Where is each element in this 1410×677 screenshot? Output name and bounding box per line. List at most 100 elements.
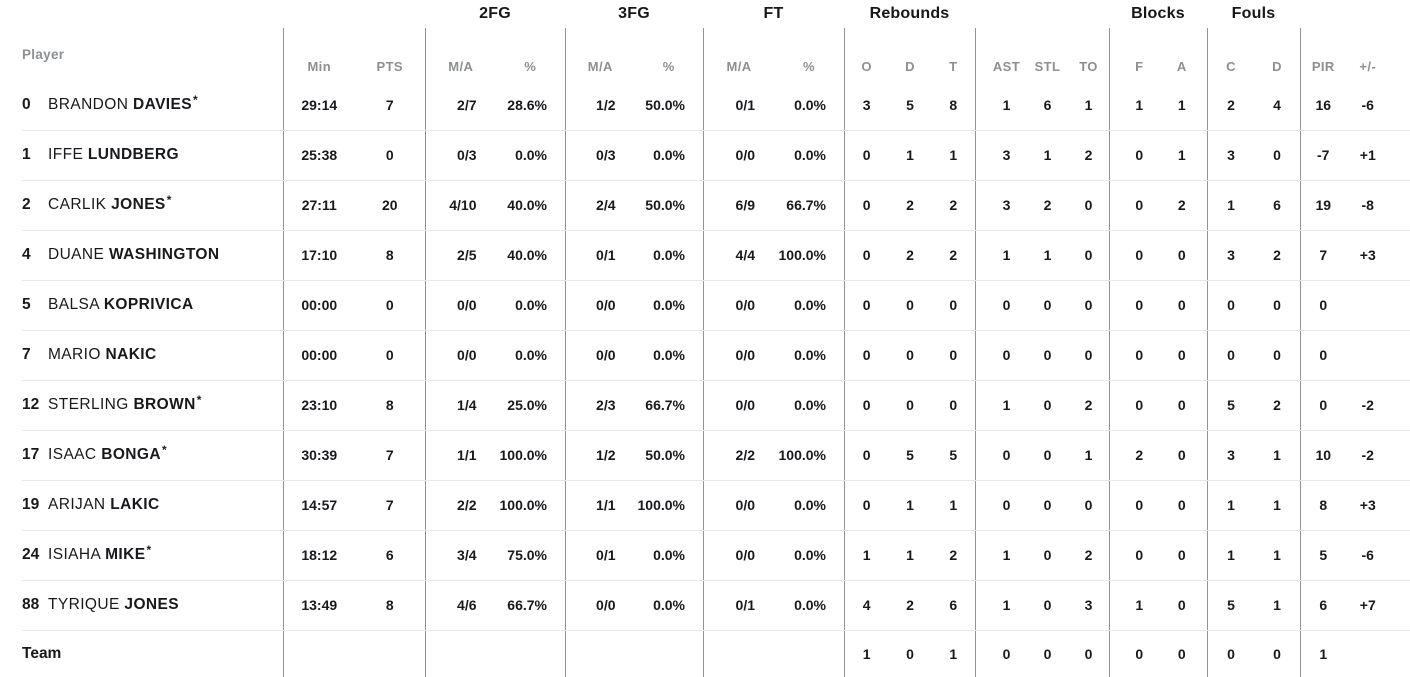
stat-reb-o: 0 bbox=[862, 497, 871, 513]
player-first-name: BALSA bbox=[48, 296, 100, 313]
col-header-ast: AST bbox=[992, 59, 1021, 74]
stat-3fg-ma: 0/3 bbox=[596, 147, 616, 163]
stat-group: 00:00 0 bbox=[283, 330, 425, 380]
stat-blk-a: 1 bbox=[1177, 97, 1186, 113]
stat-group bbox=[703, 630, 844, 677]
stat-stl: 0 bbox=[1043, 297, 1052, 313]
stat-group: 0 2 2 bbox=[844, 230, 975, 280]
stat-to: 1 bbox=[1084, 447, 1093, 463]
stat-pir: -7 bbox=[1317, 147, 1330, 163]
stat-group: 2/4 50.0% bbox=[565, 180, 703, 230]
stat-reb-d: 0 bbox=[906, 397, 914, 413]
stat-ft-pct: 0.0% bbox=[794, 547, 826, 563]
stat-group: 0/1 0.0% bbox=[565, 230, 703, 280]
stat-stl: 6 bbox=[1043, 97, 1052, 113]
stat-pts: 0 bbox=[385, 147, 394, 163]
team-label: Team bbox=[22, 644, 62, 662]
stat-ft-ma: 0/1 bbox=[735, 97, 755, 113]
stat-group: 1 0 2 bbox=[975, 530, 1109, 580]
player-name: BRANDON DAVIES* bbox=[48, 93, 198, 114]
stat-blk-a: 0 bbox=[1177, 547, 1186, 563]
player-number: 17 bbox=[22, 446, 40, 463]
stat-reb-t: 5 bbox=[949, 447, 958, 463]
stat-3fg-pct: 100.0% bbox=[637, 497, 685, 513]
stat-group: 0/0 0.0% bbox=[425, 280, 565, 330]
stat-reb-o: 4 bbox=[862, 597, 871, 613]
player-name: ISAAC BONGA* bbox=[48, 443, 167, 464]
stat-group: 0 bbox=[1300, 330, 1410, 380]
stat-plusminus: -2 bbox=[1361, 447, 1374, 463]
stat-ast: 0 bbox=[1002, 497, 1011, 513]
stat-group: 1/2 50.0% bbox=[565, 80, 703, 130]
stat-group: 0 bbox=[1300, 280, 1410, 330]
group-header-blocks: Blocks bbox=[1131, 5, 1185, 22]
stat-group: 0/3 0.0% bbox=[425, 130, 565, 180]
stat-plusminus: +3 bbox=[1359, 247, 1376, 263]
stat-group: 6/9 66.7% bbox=[703, 180, 844, 230]
table-row: 7 MARIO NAKIC 00:00 0 0/0 0.0% 0/0 0.0% 0/0 0.0% 0… bbox=[0, 330, 1410, 380]
stat-blk-f: 0 bbox=[1135, 347, 1144, 363]
stat-foul-d: 2 bbox=[1273, 397, 1281, 413]
stat-3fg-pct: 0.0% bbox=[653, 247, 685, 263]
stat-to: 0 bbox=[1084, 497, 1093, 513]
stat-reb-d: 1 bbox=[906, 547, 914, 563]
col-header-to: TO bbox=[1079, 59, 1098, 74]
stat-ast: 1 bbox=[1002, 247, 1011, 263]
stat-to: 0 bbox=[1084, 645, 1093, 662]
stat-to: 0 bbox=[1084, 347, 1093, 363]
stat-blk-f: 0 bbox=[1135, 247, 1144, 263]
stat-pts: 8 bbox=[385, 247, 394, 263]
table-row: 12 STERLING BROWN* 23:10 8 1/4 25.0% 2/3 66.7% 0… bbox=[0, 380, 1410, 430]
stat-blk-a: 0 bbox=[1177, 347, 1186, 363]
stat-ft-ma: 0/0 bbox=[735, 397, 755, 413]
stat-3fg-pct: 0.0% bbox=[653, 147, 685, 163]
stat-group: 23:10 8 bbox=[283, 380, 425, 430]
group-header-spacer-player bbox=[0, 0, 283, 28]
stat-plusminus: +1 bbox=[1359, 147, 1376, 163]
player-first-name: ISIAHA bbox=[48, 546, 101, 563]
stat-blk-a: 0 bbox=[1177, 597, 1186, 613]
group-header-2fg: 2FG bbox=[479, 5, 511, 22]
stat-group bbox=[425, 630, 565, 677]
stat-group: 0/0 0.0% bbox=[703, 530, 844, 580]
player-first-name: BRANDON bbox=[48, 96, 129, 113]
player-cell: Team bbox=[0, 630, 283, 677]
stat-ast: 3 bbox=[1002, 147, 1011, 163]
stat-2fg-pct: 28.6% bbox=[507, 97, 547, 113]
player-cell: 88 TYRIQUE JONES bbox=[0, 580, 283, 630]
team-row: Team 1 0 1 0 0 0 0 0 0 0 1 bbox=[0, 630, 1410, 677]
stat-stl: 0 bbox=[1043, 397, 1052, 413]
group-header-rebounds-cell: Rebounds bbox=[844, 0, 975, 28]
col-header-group-blocks: F A bbox=[1109, 28, 1207, 80]
col-header-group-fouls: C D bbox=[1207, 28, 1300, 80]
table-row: 2 CARLIK JONES* 27:11 20 4/10 40.0% 2/4 50.0% 6/… bbox=[0, 180, 1410, 230]
player-last-name: NAKIC bbox=[105, 346, 157, 363]
stat-min: 25:38 bbox=[301, 147, 338, 163]
stat-stl: 0 bbox=[1043, 597, 1052, 613]
stat-group: 1 1 2 bbox=[844, 530, 975, 580]
col-header-plusminus: +/- bbox=[1359, 59, 1377, 74]
stat-reb-t: 0 bbox=[949, 397, 958, 413]
stat-group: 4 2 6 bbox=[844, 580, 975, 630]
stat-pir: 19 bbox=[1315, 197, 1332, 213]
stat-reb-t: 1 bbox=[949, 645, 958, 662]
player-name: BALSA KOPRIVICA bbox=[48, 296, 194, 314]
stat-3fg-ma: 0/0 bbox=[596, 347, 616, 363]
stat-reb-o: 0 bbox=[862, 347, 871, 363]
stat-ft-ma: 0/0 bbox=[735, 497, 755, 513]
stat-stl: 0 bbox=[1043, 497, 1052, 513]
stat-reb-o: 3 bbox=[862, 97, 871, 113]
stat-group: 4/6 66.7% bbox=[425, 580, 565, 630]
stat-group: 0 1 1 bbox=[844, 130, 975, 180]
player-number: 19 bbox=[22, 496, 40, 513]
stat-plusminus: -6 bbox=[1361, 97, 1374, 113]
player-first-name: CARLIK bbox=[48, 196, 107, 213]
stat-ft-pct: 0.0% bbox=[794, 147, 826, 163]
stat-2fg-ma: 3/4 bbox=[457, 547, 477, 563]
